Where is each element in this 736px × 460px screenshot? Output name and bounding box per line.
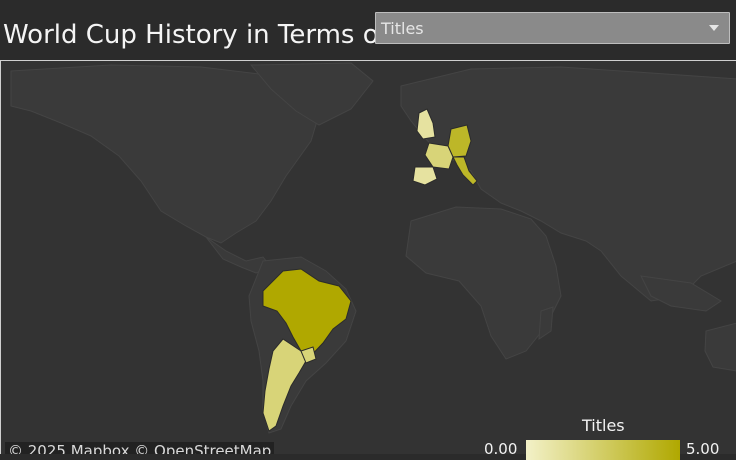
country-france[interactable] bbox=[424, 142, 454, 170]
header: World Cup History in Terms of Titles bbox=[0, 0, 736, 60]
landmass-madagascar bbox=[538, 306, 554, 340]
color-legend: Titles 0.00 5.00 bbox=[478, 414, 736, 460]
map[interactable]: © 2025 Mapbox © OpenStreetMap bbox=[0, 60, 736, 454]
legend-gradient-bar bbox=[526, 440, 680, 460]
chevron-down-icon[interactable] bbox=[709, 25, 719, 31]
map-canvas[interactable] bbox=[1, 61, 736, 454]
map-attribution[interactable]: © 2025 Mapbox © OpenStreetMap bbox=[5, 442, 275, 454]
landmass-africa bbox=[405, 206, 562, 360]
country-brazil[interactable] bbox=[262, 268, 352, 362]
landmass-australia bbox=[704, 322, 736, 372]
country-spain[interactable] bbox=[412, 166, 438, 186]
page-title: World Cup History in Terms of bbox=[3, 20, 388, 50]
landmass-southeast-asia bbox=[640, 275, 722, 312]
country-italy[interactable] bbox=[452, 156, 478, 186]
country-england[interactable] bbox=[416, 108, 436, 140]
landmass-greenland bbox=[249, 62, 374, 126]
legend-title: Titles bbox=[582, 416, 625, 435]
legend-max-label: 5.00 bbox=[686, 440, 720, 458]
metric-select-value: Titles bbox=[381, 19, 424, 38]
legend-min-label: 0.00 bbox=[484, 440, 518, 458]
metric-select[interactable]: Titles bbox=[375, 12, 730, 44]
country-uruguay[interactable] bbox=[300, 346, 317, 364]
country-germany[interactable] bbox=[447, 124, 472, 158]
